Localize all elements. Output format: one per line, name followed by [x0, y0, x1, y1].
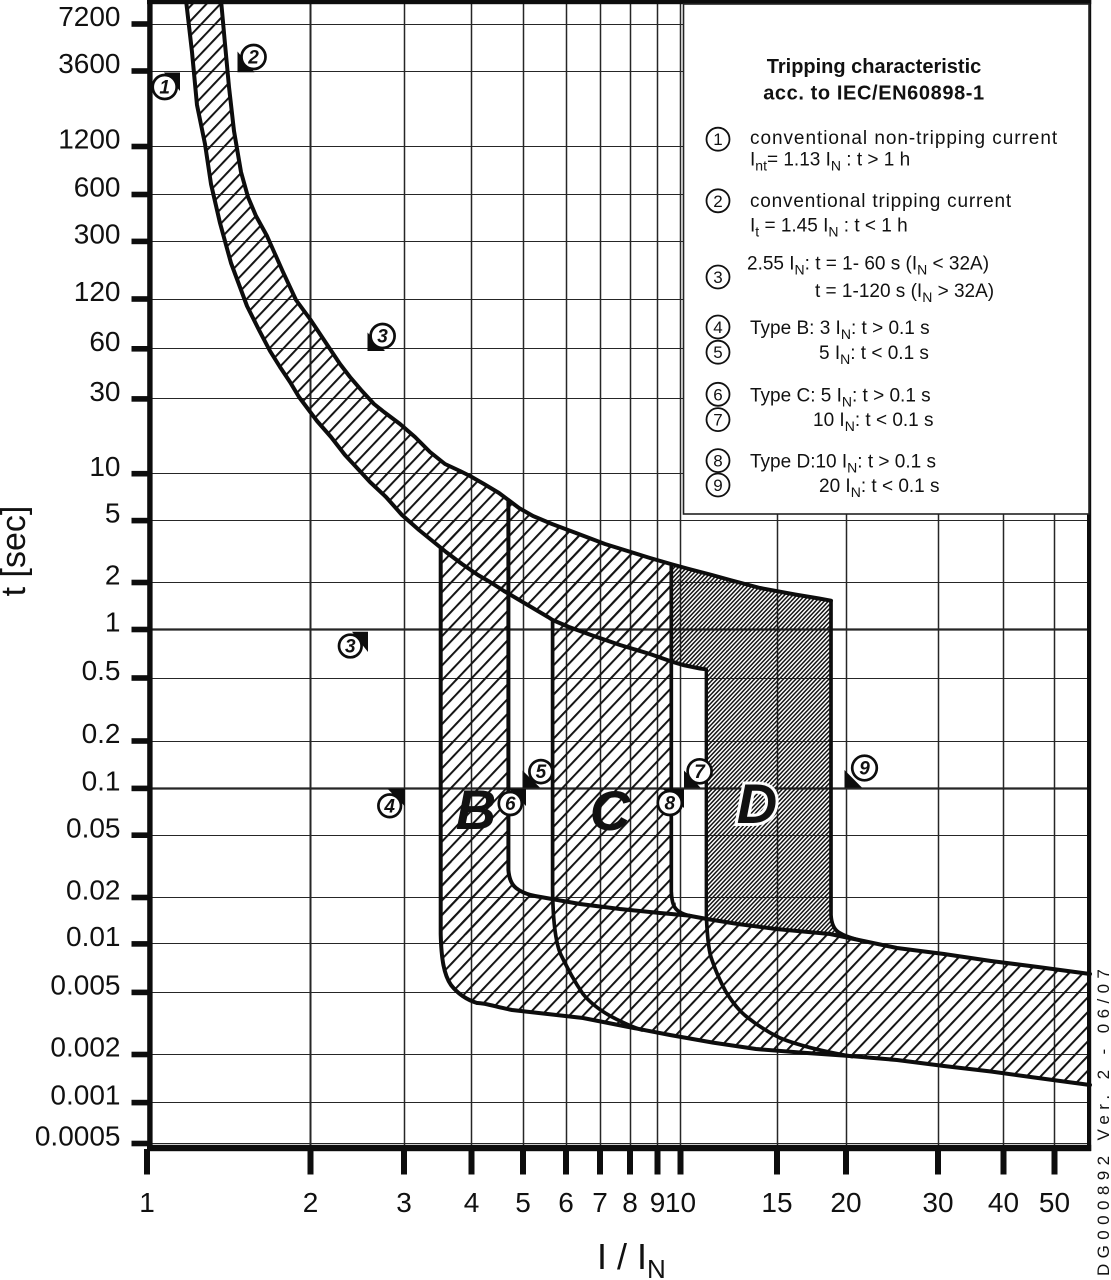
svg-text:5: 5 — [713, 343, 722, 362]
svg-text:20 IN: t < 0.1 s: 20 IN: t < 0.1 s — [819, 476, 940, 500]
svg-text:9: 9 — [713, 476, 722, 495]
svg-text:0.002: 0.002 — [50, 1032, 120, 1063]
svg-text:1200: 1200 — [58, 124, 120, 155]
svg-text:8: 8 — [622, 1187, 638, 1218]
svg-text:2: 2 — [713, 192, 722, 211]
svg-text:0.001: 0.001 — [50, 1080, 120, 1111]
svg-text:t [sec]: t [sec] — [0, 506, 33, 597]
svg-text:0.02: 0.02 — [66, 875, 121, 906]
svg-text:7: 7 — [713, 411, 722, 430]
svg-text:7200: 7200 — [58, 1, 120, 32]
svg-text:0.1: 0.1 — [82, 766, 121, 797]
svg-text:1: 1 — [159, 78, 170, 99]
svg-text:5: 5 — [536, 762, 547, 783]
svg-text:6: 6 — [505, 794, 516, 815]
svg-text:7: 7 — [592, 1187, 608, 1218]
svg-text:4: 4 — [464, 1187, 480, 1218]
svg-text:2.55 IN: t = 1- 60 s (IN < 32A: 2.55 IN: t = 1- 60 s (IN < 32A) — [747, 254, 989, 278]
svg-text:0.005: 0.005 — [50, 970, 120, 1001]
svg-text:Int= 1.13 IN : t > 1 h: Int= 1.13 IN : t > 1 h — [750, 150, 910, 174]
svg-text:30: 30 — [922, 1187, 953, 1218]
svg-text:120: 120 — [74, 276, 121, 307]
svg-text:Type D:10 IN: t > 0.1 s: Type D:10 IN: t > 0.1 s — [750, 452, 936, 476]
svg-text:0.05: 0.05 — [66, 812, 121, 843]
svg-text:3: 3 — [396, 1187, 412, 1218]
svg-text:2: 2 — [247, 48, 259, 69]
svg-text:300: 300 — [74, 219, 121, 250]
svg-text:9: 9 — [859, 759, 870, 780]
svg-text:2: 2 — [303, 1187, 319, 1218]
svg-text:C: C — [590, 779, 632, 842]
svg-text:Tripping characteristic: Tripping characteristic — [767, 56, 982, 78]
svg-text:5: 5 — [515, 1187, 531, 1218]
svg-text:50: 50 — [1039, 1187, 1070, 1218]
svg-text:30: 30 — [89, 376, 120, 407]
svg-text:3: 3 — [345, 637, 356, 658]
svg-text:8: 8 — [713, 452, 722, 471]
svg-text:10 IN: t < 0.1 s: 10 IN: t < 0.1 s — [813, 410, 934, 434]
svg-text:60: 60 — [89, 326, 120, 357]
svg-text:9: 9 — [650, 1187, 666, 1218]
svg-text:3: 3 — [713, 268, 722, 287]
svg-text:7: 7 — [694, 762, 706, 783]
svg-text:1: 1 — [713, 130, 722, 149]
svg-text:6: 6 — [713, 385, 722, 404]
svg-text:1: 1 — [105, 607, 121, 638]
svg-text:DG000892 Ver. 2 - 06/07: DG000892 Ver. 2 - 06/07 — [1094, 964, 1111, 1276]
svg-text:6: 6 — [558, 1187, 574, 1218]
svg-text:5: 5 — [105, 498, 121, 529]
svg-text:0.01: 0.01 — [66, 921, 121, 952]
svg-text:15: 15 — [761, 1187, 792, 1218]
svg-text:1: 1 — [139, 1187, 155, 1218]
svg-text:5 IN: t < 0.1 s: 5 IN: t < 0.1 s — [819, 343, 929, 367]
svg-text:Type B: 3 IN: t > 0.1 s: Type B: 3 IN: t > 0.1 s — [750, 318, 930, 342]
svg-text:conventional tripping current: conventional tripping current — [750, 191, 1012, 212]
svg-text:0.2: 0.2 — [82, 718, 121, 749]
svg-text:8: 8 — [665, 794, 676, 815]
svg-text:3: 3 — [377, 327, 388, 348]
svg-text:t = 1-120 s (IN > 32A): t = 1-120 s (IN > 32A) — [815, 281, 994, 305]
svg-text:0.0005: 0.0005 — [35, 1121, 121, 1152]
svg-text:4: 4 — [713, 318, 722, 337]
svg-text:3600: 3600 — [58, 48, 120, 79]
svg-text:600: 600 — [74, 172, 121, 203]
svg-text:Type C: 5 IN: t > 0.1 s: Type C: 5 IN: t > 0.1 s — [750, 385, 931, 409]
svg-text:10: 10 — [89, 451, 120, 482]
svg-text:2: 2 — [105, 560, 121, 591]
svg-text:acc. to IEC/EN60898-1: acc. to IEC/EN60898-1 — [763, 83, 985, 105]
svg-text:40: 40 — [988, 1187, 1019, 1218]
svg-text:0.5: 0.5 — [82, 655, 121, 686]
svg-text:D: D — [737, 772, 777, 835]
svg-text:4: 4 — [383, 796, 395, 817]
svg-text:10: 10 — [665, 1187, 696, 1218]
svg-text:conventional non-tripping curr: conventional non-tripping current — [750, 128, 1058, 149]
svg-text:B: B — [456, 778, 496, 841]
svg-text:20: 20 — [830, 1187, 861, 1218]
